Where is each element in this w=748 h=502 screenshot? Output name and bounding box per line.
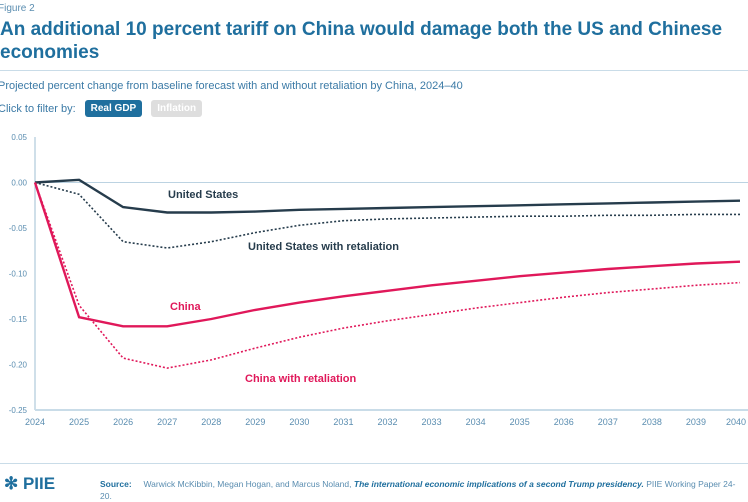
- x-tick-label: 2026: [113, 417, 133, 427]
- series-label: China: [170, 301, 201, 313]
- series-line-3: [34, 182, 741, 369]
- source-title[interactable]: The international economic implications …: [353, 479, 644, 489]
- x-tick-label: 2036: [554, 417, 574, 427]
- x-tick-label: 2025: [69, 417, 89, 427]
- logo-text: PIIE: [22, 474, 56, 493]
- source-rest: PIIE Working Paper 24-20.: [100, 479, 736, 501]
- line-chart: 0.05 0.00 -0.05 -0.10 -0.15 -0.20 -0.25 2024 202…: [9, 133, 748, 427]
- x-tick-label: 2030: [289, 417, 309, 427]
- source-note: Source: Warwick McKibbin, Megan Hogan, a…: [100, 478, 740, 502]
- filter-real-gdp-button[interactable]: Real GDP: [84, 100, 143, 117]
- x-tick-label: 2024: [25, 417, 45, 427]
- x-tick-label: 2027: [157, 417, 177, 427]
- y-tick-label: 0.00: [11, 179, 27, 188]
- y-tick-label: -0.10: [9, 270, 28, 279]
- series-line-0: [34, 178, 741, 214]
- x-tick-label: 2037: [598, 417, 618, 427]
- y-tick-label: -0.25: [9, 406, 28, 415]
- divider: [0, 70, 748, 71]
- y-tick-label: -0.05: [9, 224, 28, 233]
- piie-logo: ✻ PIIE: [4, 474, 55, 494]
- x-tick-label: 2038: [642, 417, 662, 427]
- footer-divider: [0, 463, 748, 464]
- chart-subtitle: Projected percent change from baseline f…: [0, 80, 463, 92]
- x-tick-label: 2032: [377, 417, 397, 427]
- filter-inflation-button[interactable]: Inflation: [151, 100, 203, 117]
- series-line-1: [34, 181, 740, 249]
- source-authors: Warwick McKibbin, Megan Hogan, and Marcu…: [143, 479, 352, 489]
- series-label: China with retaliation: [245, 373, 357, 385]
- y-tick-label: -0.15: [9, 315, 28, 324]
- x-tick-label: 2039: [686, 417, 706, 427]
- filter-label: Click to filter by:: [0, 102, 76, 115]
- x-tick-label: 2031: [333, 417, 353, 427]
- x-tick-label: 2035: [510, 417, 530, 427]
- x-tick-label: 2033: [422, 417, 442, 427]
- filter-bar: Click to filter by: Real GDP Inflation: [0, 100, 203, 117]
- x-tick-label: 2034: [466, 417, 486, 427]
- source-label: Source:: [100, 479, 132, 489]
- logo-icon: ✻: [4, 474, 23, 493]
- y-tick-label: -0.20: [9, 361, 28, 370]
- x-tick-label: 2040: [726, 417, 746, 427]
- series-line-2: [33, 182, 741, 328]
- chart-title: An additional 10 percent tariff on China…: [0, 19, 723, 63]
- x-tick-label: 2028: [201, 417, 221, 427]
- y-tick-label: 0.05: [11, 133, 27, 142]
- series-label: United States: [168, 189, 238, 201]
- figure-label: Figure 2: [0, 3, 35, 14]
- x-tick-label: 2029: [245, 417, 265, 427]
- series-label: United States with retaliation: [248, 241, 399, 253]
